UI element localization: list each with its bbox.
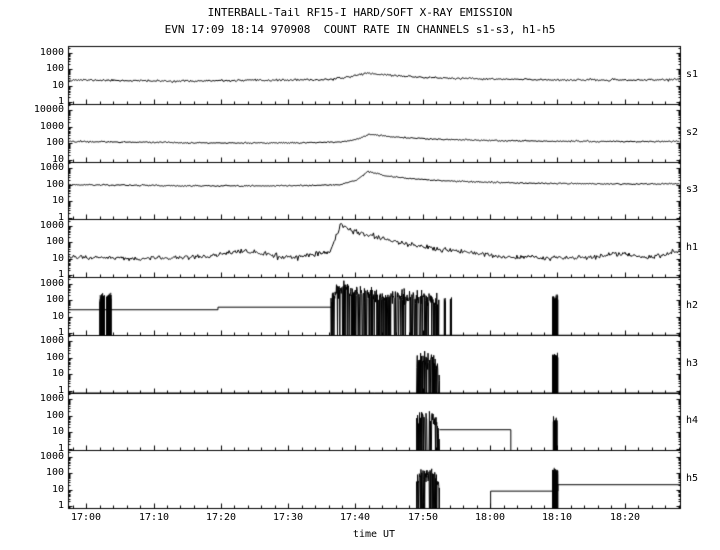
panel-label-h2: h2: [686, 300, 699, 311]
y-tick-label: 100: [45, 410, 64, 421]
y-tick-label: 10: [51, 368, 64, 379]
panel-label-h1: h1: [686, 242, 699, 253]
y-tick-label: 100: [45, 294, 64, 305]
y-tick-label: 100: [45, 236, 64, 247]
chart-subtitle: EVN 17:09 18:14 970908 COUNT RATE IN CHA…: [164, 23, 556, 36]
x-tick-label: 17:10: [138, 512, 170, 523]
x-tick-label: 18:10: [541, 512, 573, 523]
y-tick-label: 100: [45, 467, 64, 478]
x-tick-label: 17:00: [70, 512, 102, 523]
y-tick-label: 10: [51, 80, 64, 91]
y-tick-label: 1: [57, 443, 64, 454]
y-tick-label: 10000: [33, 104, 64, 115]
y-tick-label: 1000: [39, 278, 64, 289]
y-tick-label: 1: [57, 269, 64, 280]
y-tick-label: 10: [51, 311, 64, 322]
y-tick-label: 1: [57, 96, 64, 107]
y-tick-label: 1000: [39, 451, 64, 462]
x-tick-label: 17:40: [339, 512, 371, 523]
chart-title: INTERBALL-Tail RF15-I HARD/SOFT X-RAY EM…: [207, 6, 513, 19]
y-tick-label: 1: [57, 327, 64, 338]
y-tick-label: 1: [57, 385, 64, 396]
panel-label-h3: h3: [686, 358, 699, 369]
y-tick-label: 10: [51, 484, 64, 495]
panel-label-h5: h5: [686, 473, 699, 484]
x-axis-label: time UT: [352, 529, 396, 540]
x-tick-label: 17:50: [407, 512, 439, 523]
y-tick-label: 10: [51, 195, 64, 206]
y-tick-label: 100: [45, 352, 64, 363]
y-tick-label: 10: [51, 426, 64, 437]
y-tick-label: 100: [45, 137, 64, 148]
y-tick-label: 1000: [39, 220, 64, 231]
x-tick-label: 18:20: [609, 512, 641, 523]
y-tick-label: 1000: [39, 335, 64, 346]
y-tick-label: 10: [51, 253, 64, 264]
panel-label-h4: h4: [686, 415, 699, 426]
x-tick-label: 17:20: [205, 512, 237, 523]
panel-label-s2: s2: [686, 127, 699, 138]
x-tick-label: 18:00: [474, 512, 506, 523]
panel-label-s3: s3: [686, 184, 699, 195]
y-tick-label: 1000: [39, 162, 64, 173]
y-tick-label: 1000: [39, 47, 64, 58]
panel-label-s1: s1: [686, 69, 699, 80]
y-tick-label: 1: [57, 212, 64, 223]
y-tick-label: 1000: [39, 121, 64, 132]
x-tick-label: 17:30: [272, 512, 304, 523]
y-tick-label: 1: [57, 500, 64, 511]
y-tick-label: 1000: [39, 393, 64, 404]
y-tick-label: 100: [45, 179, 64, 190]
y-tick-label: 100: [45, 63, 64, 74]
y-tick-label: 10: [51, 154, 64, 165]
